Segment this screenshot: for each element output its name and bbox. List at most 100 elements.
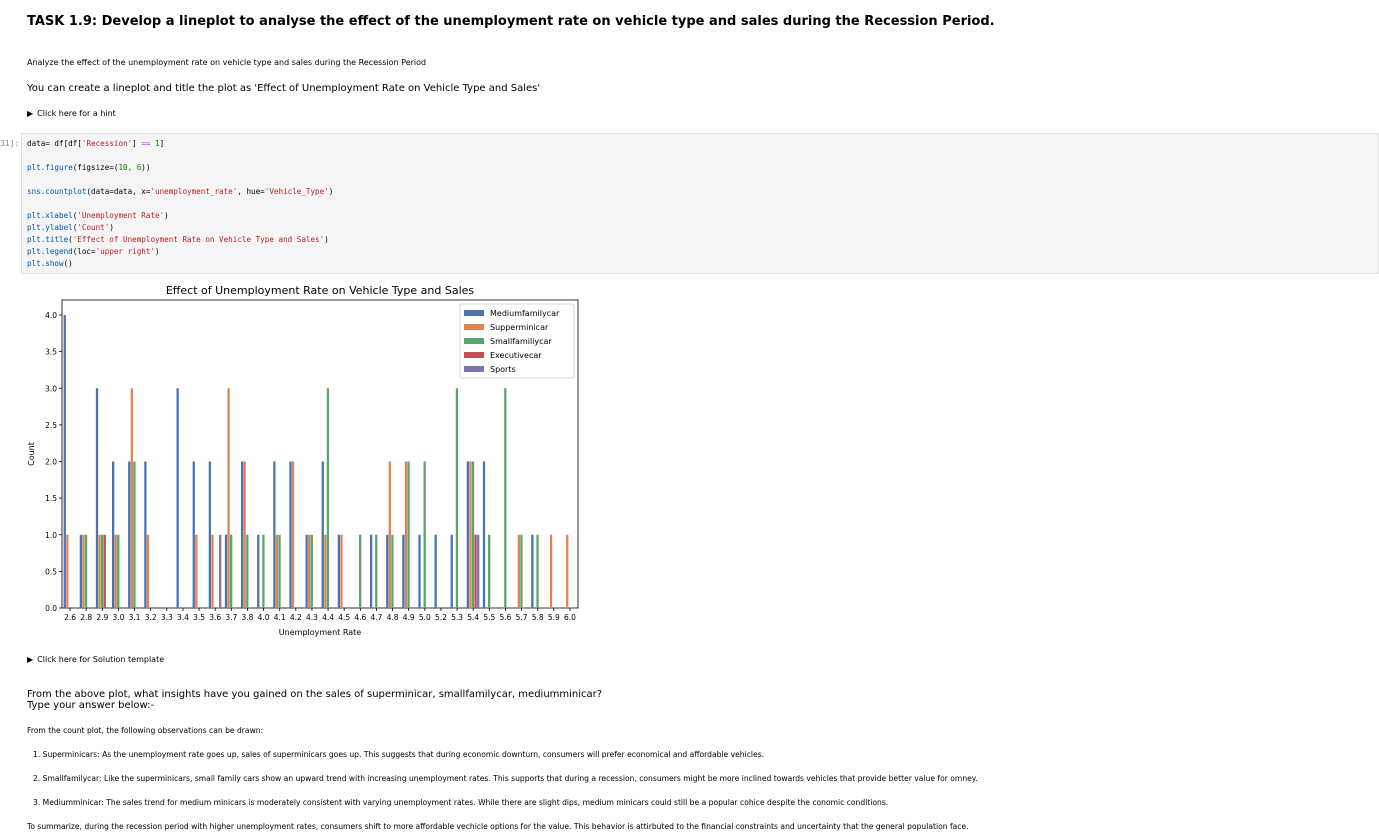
- bar-mediumfamilycar: [257, 534, 260, 608]
- bar-supperminicar: [211, 534, 214, 608]
- y-tick-label: 3.0: [45, 384, 57, 393]
- bar-mediumfamilycar: [321, 461, 324, 608]
- bar-mediumfamilycar: [305, 534, 308, 608]
- bar-supperminicar: [388, 461, 391, 608]
- solution-toggle[interactable]: ▶ Click here for Solution template: [27, 655, 164, 664]
- x-tick-label: 3.0: [112, 613, 124, 622]
- legend-swatch: [464, 338, 484, 344]
- observation-2: 2. Smallfamilycar: Like the superminicar…: [33, 774, 978, 783]
- x-tick-label: 4.1: [274, 613, 286, 622]
- x-tick-label: 4.7: [370, 613, 382, 622]
- bar-supperminicar: [340, 534, 343, 608]
- x-tick-label: 5.4: [467, 613, 479, 622]
- legend-swatch: [464, 366, 484, 372]
- question: From the above plot, what insights have …: [27, 689, 603, 711]
- bar-supperminicar: [146, 534, 150, 608]
- y-tick-label: 2.0: [45, 458, 57, 467]
- x-tick-label: 2.8: [80, 613, 92, 622]
- x-tick-label: 6.0: [564, 613, 576, 622]
- y-tick-label: 1.5: [45, 494, 57, 503]
- x-tick-label: 4.5: [338, 613, 350, 622]
- bar-smallfamiliycar: [326, 388, 330, 608]
- bar-supperminicar: [243, 461, 246, 608]
- x-tick-label: 4.4: [322, 613, 334, 622]
- y-tick-label: 1.0: [45, 531, 57, 540]
- x-tick-label: 3.5: [193, 613, 205, 622]
- bar-supperminicar: [308, 534, 311, 608]
- x-tick-label: 5.8: [532, 613, 544, 622]
- x-tick-label: 5.3: [451, 613, 463, 622]
- bar-smallfamiliycar: [407, 461, 410, 608]
- bar-executivecar: [474, 534, 477, 608]
- legend-label: Sports: [490, 365, 516, 374]
- bar-mediumfamilycar: [402, 534, 405, 608]
- y-tick-label: 3.5: [45, 348, 57, 357]
- code-line-6: plt.title('Effect of Unemployment Rate o…: [27, 235, 329, 244]
- x-tick-label: 5.7: [516, 613, 528, 622]
- bar-supperminicar: [275, 534, 279, 608]
- x-tick-label: 3.2: [145, 613, 157, 622]
- bar-mediumfamilycar: [369, 534, 373, 608]
- legend-swatch: [464, 352, 484, 358]
- bar-mediumfamilycar: [531, 534, 534, 608]
- observation-1: 1. Superminicars: As the unemployment ra…: [33, 750, 765, 759]
- legend-swatch: [464, 324, 484, 330]
- code-line-2: plt.figure(figsize=(10, 6)): [27, 163, 151, 172]
- triangle-right-icon: ▶: [27, 109, 34, 118]
- code-line-8: plt.show(): [27, 259, 73, 268]
- cell-prompt: 31]:: [0, 139, 20, 148]
- bar-mediumfamilycar: [144, 461, 147, 608]
- code-line-1: data= df[df['Recession'] == 1]: [27, 139, 165, 148]
- x-tick-label: 5.6: [499, 613, 511, 622]
- bar-mediumfamilycar: [128, 461, 131, 608]
- bar-smallfamiliycar: [278, 534, 281, 608]
- countplot-chart: Effect of Unemployment Rate on Vehicle T…: [27, 284, 579, 637]
- observation-3: 3. Mediumminicar: The sales trend for me…: [33, 798, 889, 807]
- bar-mediumfamilycar: [386, 534, 389, 608]
- bar-smallfamiliycar: [455, 388, 459, 608]
- hint-toggle[interactable]: ▶ Click here for a hint: [27, 109, 116, 118]
- legend-label: Smallfamiliycar: [490, 337, 552, 346]
- plot-frame: [61, 299, 579, 609]
- chart-title: Effect of Unemployment Rate on Vehicle T…: [166, 284, 475, 297]
- triangle-right-icon: ▶: [27, 655, 34, 664]
- x-tick-label: 3.8: [241, 613, 253, 622]
- description: Analyze the effect of the unemployment r…: [27, 58, 427, 67]
- bar-supperminicar: [130, 388, 133, 608]
- legend-box: [459, 303, 575, 379]
- bar-smallfamiliycar: [359, 534, 362, 608]
- y-axis-label: Count: [27, 442, 36, 466]
- x-tick-label: 3.1: [129, 613, 141, 622]
- y-tick-label: 4.0: [45, 311, 57, 320]
- x-tick-label: 4.8: [387, 613, 399, 622]
- code-cell[interactable]: [21, 133, 1379, 274]
- x-tick-label: 3.7: [225, 613, 237, 622]
- y-tick-label: 0.0: [45, 604, 57, 613]
- bar-smallfamiliycar: [262, 534, 265, 608]
- code-line-5: plt.ylabel('Count'): [27, 223, 114, 232]
- bar-smallfamiliycar: [133, 461, 136, 608]
- bar-supperminicar: [227, 388, 230, 608]
- x-tick-label: 4.9: [403, 613, 415, 622]
- bar-smallfamiliycar: [536, 534, 539, 608]
- legend-label: Supperminicar: [490, 323, 549, 332]
- bar-supperminicar: [549, 534, 553, 608]
- code-line-4: plt.xlabel('Unemployment Rate'): [27, 211, 169, 220]
- bar-smallfamiliycar: [520, 534, 523, 608]
- bar-mediumfamilycar: [79, 534, 83, 608]
- bar-supperminicar: [66, 534, 69, 608]
- code-line-3: sns.countplot(data=data, x='unemployment…: [27, 187, 334, 196]
- x-tick-label: 4.6: [354, 613, 366, 622]
- bar-mediumfamilycar: [466, 461, 470, 608]
- bar-mediumfamilycar: [434, 534, 437, 608]
- bar-supperminicar: [517, 534, 520, 608]
- x-tick-label: 5.5: [483, 613, 495, 622]
- bar-mediumfamilycar: [176, 388, 179, 608]
- bar-supperminicar: [82, 534, 85, 608]
- instruction: You can create a lineplot and title the …: [27, 83, 541, 94]
- legend-label: Executivecar: [490, 351, 542, 360]
- bar-supperminicar: [566, 534, 569, 608]
- obs-intro: From the count plot, the following obser…: [27, 726, 264, 735]
- bar-supperminicar: [469, 461, 472, 608]
- bar-mediumfamilycar: [273, 461, 276, 608]
